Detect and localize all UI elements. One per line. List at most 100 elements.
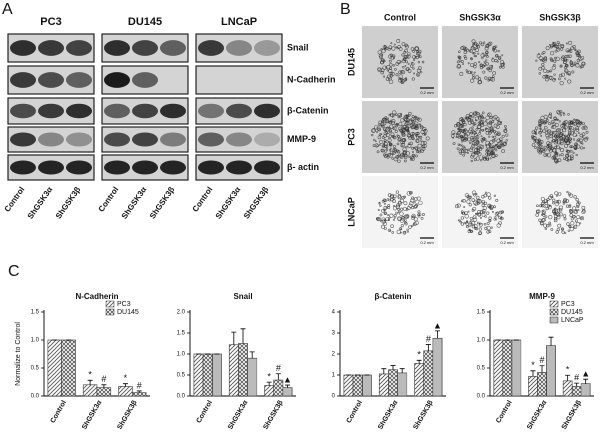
- cell: [399, 211, 404, 216]
- cell: [405, 214, 410, 218]
- cell: [395, 211, 398, 215]
- cell: [579, 141, 583, 144]
- cell: [567, 113, 570, 116]
- cell: [489, 206, 494, 210]
- cell: [380, 68, 385, 73]
- significance-marker: *: [88, 370, 92, 380]
- micrograph: 0.2 mm: [522, 26, 598, 98]
- cell: [390, 132, 395, 137]
- cell: [379, 55, 383, 59]
- y-axis-label: Normalize to Control: [15, 322, 22, 386]
- cell: [388, 59, 392, 63]
- lane-label: Control: [97, 185, 121, 213]
- lane-label: Control: [191, 185, 215, 213]
- cell: [389, 147, 392, 150]
- cell: [563, 125, 568, 130]
- cell: [467, 120, 473, 125]
- cell: [374, 143, 379, 148]
- error-bar: [122, 383, 128, 387]
- blot-band: [66, 40, 92, 56]
- cell: [373, 125, 379, 130]
- cell: [395, 149, 399, 153]
- chart-title: MMP-9: [529, 292, 555, 301]
- cell: [472, 206, 477, 211]
- cell: [393, 214, 397, 218]
- cell: [416, 196, 421, 201]
- cell: [567, 150, 570, 153]
- cell: [569, 137, 573, 141]
- cell: [378, 139, 384, 145]
- cell: [552, 155, 557, 159]
- cell: [475, 111, 478, 114]
- micrograph-bg: [522, 26, 598, 98]
- cell: [383, 75, 386, 78]
- cell: [534, 146, 537, 149]
- cell: [567, 124, 571, 128]
- cell: [479, 209, 484, 214]
- cell: [489, 77, 494, 81]
- condition-header: ShGSK3β: [539, 12, 581, 22]
- y-tick-label: 0.5: [177, 373, 186, 379]
- cell: [489, 151, 494, 155]
- cell: [397, 201, 402, 206]
- cell: [414, 146, 418, 150]
- y-tick-label: 1.5: [31, 310, 40, 316]
- cell: [554, 151, 558, 154]
- cell: [396, 142, 400, 146]
- cell: [452, 142, 456, 145]
- cell: [404, 77, 408, 80]
- cell: [555, 145, 558, 147]
- blot-band: [198, 132, 224, 147]
- error-bar: [583, 378, 589, 384]
- blot-band: [38, 160, 64, 175]
- y-tick-label: 3: [332, 331, 336, 337]
- cell: [417, 143, 422, 148]
- cell: [481, 56, 484, 60]
- cell: [482, 70, 486, 74]
- cell: [390, 224, 394, 228]
- cell: [398, 47, 403, 51]
- cell: [575, 134, 578, 137]
- cell: [490, 126, 494, 130]
- cell: [487, 78, 491, 82]
- cell: [542, 75, 546, 79]
- cell: [479, 216, 482, 219]
- cell: [553, 211, 557, 214]
- cell: [411, 62, 415, 66]
- bar: [562, 380, 573, 397]
- cell: [391, 119, 396, 124]
- cell: [534, 129, 537, 132]
- cell: [471, 190, 477, 195]
- bar: [96, 387, 112, 397]
- bar: [493, 339, 504, 397]
- cell: [412, 215, 415, 219]
- cell: [486, 67, 490, 71]
- cell: [563, 143, 568, 148]
- x-tick-label: ShGSK3β: [262, 399, 285, 431]
- cell: [569, 149, 573, 153]
- cell: [393, 43, 396, 46]
- cell: [471, 44, 474, 47]
- blot-band: [66, 103, 92, 119]
- significance-marker: ▲: [581, 369, 590, 379]
- cell: [488, 130, 492, 135]
- cell: [565, 42, 568, 45]
- cell: [554, 77, 557, 80]
- y-tick-label: 0: [332, 394, 336, 400]
- blot-band: [10, 103, 36, 119]
- row-label: LNCaP: [346, 197, 356, 227]
- cell: [555, 56, 560, 61]
- cell: [384, 117, 388, 120]
- cell: [570, 221, 575, 226]
- cell: [483, 63, 487, 67]
- cell: [543, 145, 547, 149]
- cell: [490, 226, 493, 229]
- cell: [542, 58, 547, 63]
- bar: [571, 386, 582, 397]
- cell: [385, 127, 390, 132]
- cell: [380, 53, 384, 57]
- significance-marker: #: [539, 355, 544, 365]
- cell: [580, 55, 585, 60]
- cell: [491, 116, 496, 121]
- cell: [560, 56, 565, 61]
